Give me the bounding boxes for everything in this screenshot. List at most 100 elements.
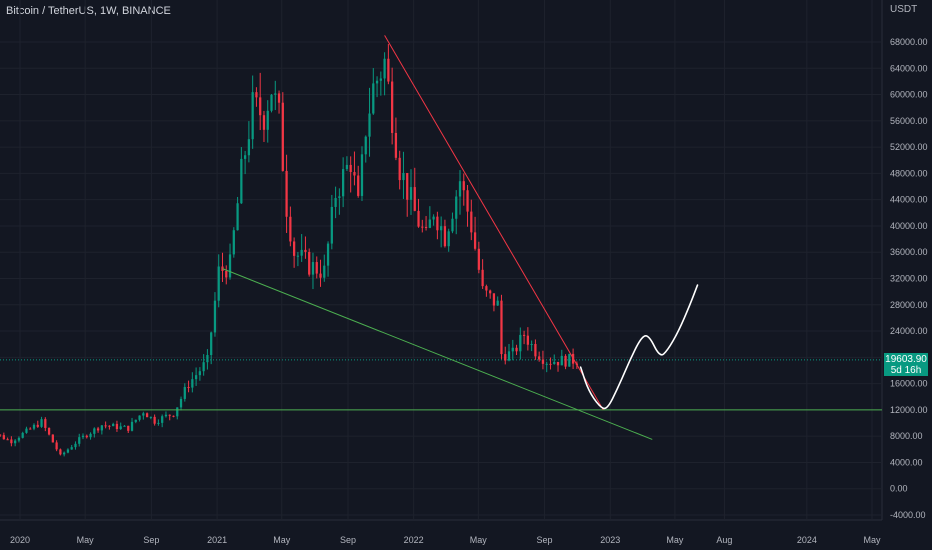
candle-body — [492, 293, 496, 306]
support-trendline — [222, 268, 653, 440]
candle-body — [17, 437, 21, 441]
candle-body — [187, 387, 190, 389]
candle-body — [179, 398, 183, 408]
candle-body — [232, 230, 235, 255]
candle-body — [100, 425, 103, 431]
candle-body — [255, 92, 258, 98]
candle-body — [477, 248, 480, 270]
candle-body — [213, 300, 217, 333]
candle-body — [142, 413, 145, 416]
candle-body — [138, 415, 141, 420]
candle-body — [40, 419, 43, 427]
candle-body — [489, 290, 492, 294]
candle-body — [14, 440, 17, 444]
candle-body — [266, 110, 269, 130]
price-tick-label: 24000.00 — [890, 326, 928, 336]
candle-body — [334, 197, 337, 207]
candle-body — [198, 371, 202, 376]
candle-body — [424, 226, 428, 228]
candle-body — [74, 443, 77, 448]
candle-body — [330, 206, 333, 244]
candle-body — [345, 164, 349, 170]
candle-body — [372, 83, 375, 114]
last-price-tag: 19603.90 5d 16h — [884, 353, 928, 376]
candle-body — [443, 226, 447, 247]
chart-title: Bitcoin / TetherUS, 1W, BINANCE — [6, 5, 171, 17]
candle-body — [432, 216, 435, 220]
time-tick-label: May — [666, 535, 684, 545]
candle-body — [157, 422, 160, 424]
candle-body — [406, 173, 409, 200]
candle-body — [387, 58, 390, 82]
candle-body — [500, 300, 503, 355]
candle-body — [243, 155, 247, 159]
candle-body — [70, 447, 73, 450]
candle-body — [164, 414, 168, 417]
candle-body — [462, 181, 465, 191]
candle-body — [428, 219, 431, 228]
candle-body — [409, 187, 413, 200]
candlesticks — [0, 43, 579, 457]
candle-body — [553, 361, 556, 364]
price-tick-label: 64000.00 — [890, 63, 928, 73]
candle-body — [6, 439, 9, 441]
projection-drawing — [579, 284, 699, 410]
price-tick-label: 0.00 — [890, 484, 908, 494]
candle-body — [274, 93, 277, 95]
candle-body — [36, 424, 39, 427]
candle-body — [455, 196, 458, 219]
candle-body — [228, 254, 232, 278]
candle-body — [47, 427, 51, 435]
resistance-trendline — [384, 35, 604, 411]
candle-body — [519, 334, 522, 352]
bar-countdown: 5d 16h — [890, 365, 922, 376]
candle-body — [545, 363, 548, 365]
price-tick-label: 16000.00 — [890, 379, 928, 389]
candle-body — [51, 434, 54, 443]
candle-body — [225, 270, 228, 278]
candle-body — [145, 413, 149, 418]
candle-body — [66, 449, 70, 453]
candle-body — [236, 203, 239, 231]
candle-body — [526, 335, 529, 345]
candle-body — [308, 251, 311, 275]
candle-body — [436, 216, 439, 231]
candle-body — [300, 249, 303, 256]
candle-body — [511, 347, 514, 352]
candle-body — [161, 416, 164, 423]
candle-body — [549, 363, 552, 365]
candle-body — [538, 356, 541, 360]
candle-body — [338, 196, 341, 198]
time-axis[interactable]: 2020 May Sep 2021 May Sep 2022 May Sep 2023 May Aug… — [10, 535, 881, 545]
candle-body — [458, 181, 462, 197]
last-price-value: 19603.90 — [885, 354, 927, 365]
price-axis[interactable]: 68000.00 64000.00 60000.00 56000.00 52000.00… — [890, 37, 928, 520]
candle-body — [32, 424, 36, 429]
candle-body — [349, 164, 352, 173]
trend-drawings — [0, 35, 882, 440]
candle-body — [262, 115, 266, 130]
time-tick-label: 2020 — [10, 535, 30, 545]
candle-body — [202, 362, 205, 372]
candle-body — [78, 437, 81, 444]
candle-body — [176, 407, 179, 417]
candle-body — [534, 343, 537, 357]
candle-body — [183, 387, 186, 399]
candle-body — [206, 355, 209, 363]
candle-body — [277, 93, 281, 103]
price-tick-label: -4000.00 — [890, 510, 926, 520]
candle-body — [93, 428, 96, 434]
price-tick-label: 68000.00 — [890, 37, 928, 47]
time-tick-label: 2024 — [797, 535, 817, 545]
candle-body — [289, 216, 292, 242]
candle-body — [108, 425, 111, 427]
candle-body — [447, 231, 450, 247]
candle-body — [168, 414, 171, 416]
candle-body — [360, 154, 364, 196]
price-tick-label: 48000.00 — [890, 168, 928, 178]
candle-body — [210, 332, 213, 356]
time-tick-label: May — [863, 535, 881, 545]
candle-body — [315, 262, 318, 274]
candle-body — [0, 434, 2, 436]
